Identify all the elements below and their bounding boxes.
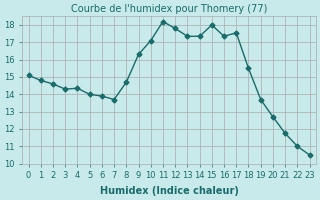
X-axis label: Humidex (Indice chaleur): Humidex (Indice chaleur): [100, 186, 238, 196]
Title: Courbe de l'humidex pour Thomery (77): Courbe de l'humidex pour Thomery (77): [71, 4, 267, 14]
